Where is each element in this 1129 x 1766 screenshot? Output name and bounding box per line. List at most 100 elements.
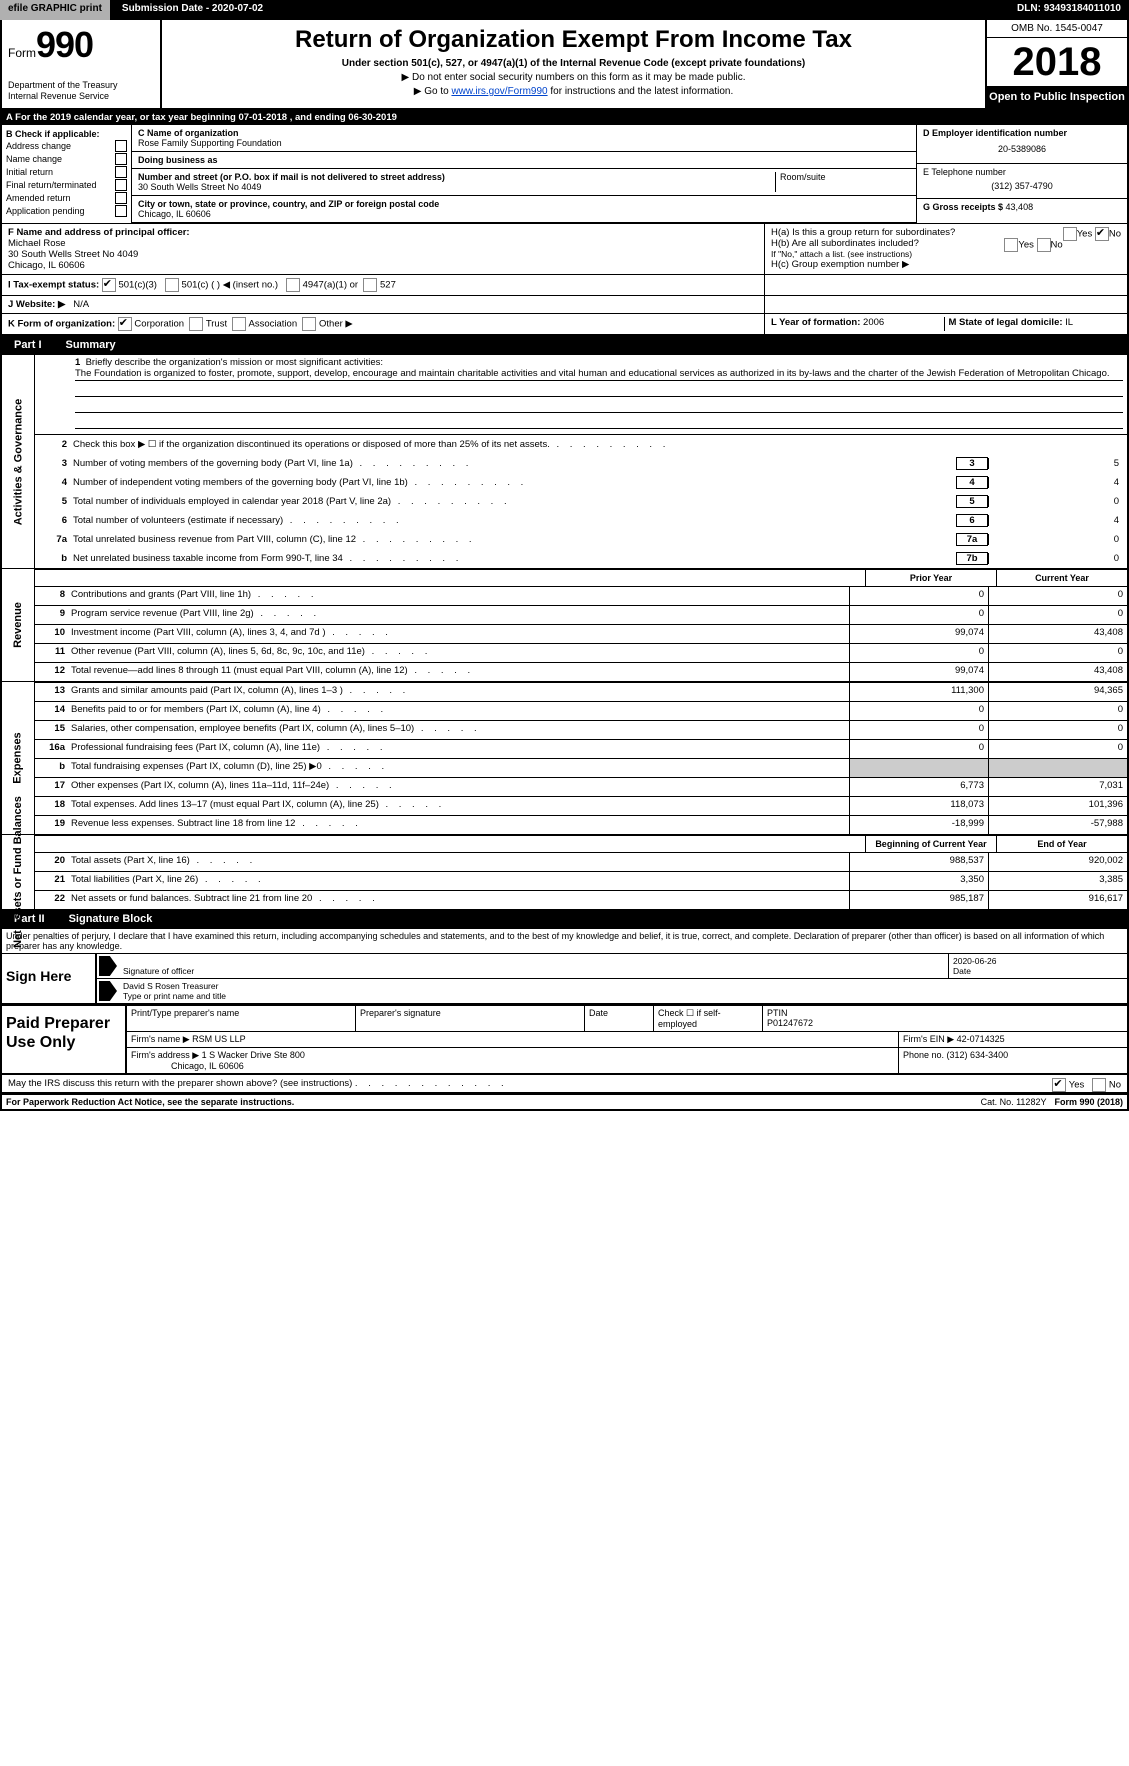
form-ref: Form 990 (2018) [1050,1095,1127,1109]
checkbox-discuss-yes[interactable] [1052,1078,1066,1092]
self-employed-check[interactable]: Check ☐ if self-employed [654,1006,763,1031]
data-row: 9 Program service revenue (Part VIII, li… [35,605,1127,624]
data-row: 22 Net assets or fund balances. Subtract… [35,890,1127,909]
year-formation: 2006 [863,317,884,328]
note-ssn: ▶ Do not enter social security numbers o… [168,72,979,83]
data-row: 13 Grants and similar amounts paid (Part… [35,682,1127,701]
room-suite: Room/suite [775,172,910,192]
data-row: 8 Contributions and grants (Part VIII, l… [35,586,1127,605]
data-row: 16a Professional fundraising fees (Part … [35,739,1127,758]
checkbox-name-change[interactable] [115,153,127,165]
firm-name: RSM US LLP [192,1034,246,1044]
checkbox-subs-no[interactable] [1037,238,1051,252]
signature-block: Under penalties of perjury, I declare th… [0,929,1129,1004]
checkbox-501c3[interactable] [102,278,116,292]
firm-phone: (312) 634-3400 [947,1050,1009,1060]
gov-line: 3Number of voting members of the governi… [35,454,1127,473]
cat-no: Cat. No. 11282Y [977,1095,1051,1109]
topbar: efile GRAPHIC print Submission Date - 20… [0,0,1129,20]
gross-receipts: 43,408 [1006,202,1034,212]
col-c: C Name of organization Rose Family Suppo… [132,125,916,223]
officer-name: Michael Rose [8,238,66,249]
col-current: Current Year [996,570,1127,586]
checkbox-trust[interactable] [189,317,203,331]
header-block: B Check if applicable: Address change Na… [0,125,1129,223]
sign-here: Sign Here [2,954,97,1003]
checkbox-4947[interactable] [286,278,300,292]
checkbox-527[interactable] [363,278,377,292]
data-row: 12 Total revenue—add lines 8 through 11 … [35,662,1127,681]
checkbox-501c[interactable] [165,278,179,292]
checkbox-other[interactable] [302,317,316,331]
checkbox-corp[interactable] [118,317,132,331]
form-subtitle: Under section 501(c), 527, or 4947(a)(1)… [168,58,979,69]
tax-exempt-status: I Tax-exempt status: 501(c)(3) 501(c) ( … [2,275,765,295]
firm-address: 1 S Wacker Drive Ste 800 [202,1050,305,1060]
penalty-text: Under penalties of perjury, I declare th… [2,929,1127,953]
data-row: b Total fundraising expenses (Part IX, c… [35,758,1127,777]
ptin: P01247672 [767,1018,813,1028]
section-expenses: Expenses 13 Grants and similar amounts p… [0,682,1129,835]
checkbox-assoc[interactable] [232,317,246,331]
col-begin: Beginning of Current Year [865,836,996,852]
form-title: Return of Organization Exempt From Incom… [168,26,979,54]
form-label: Form [8,46,36,60]
street: 30 South Wells Street No 4049 [138,182,775,192]
efile-tag: efile GRAPHIC print [0,0,110,20]
checkbox-final-return[interactable] [115,179,127,191]
data-row: 17 Other expenses (Part IX, column (A), … [35,777,1127,796]
state-domicile: IL [1065,317,1073,328]
col-prior: Prior Year [865,570,996,586]
data-row: 15 Salaries, other compensation, employe… [35,720,1127,739]
form-990-page: efile GRAPHIC print Submission Date - 20… [0,0,1129,1111]
data-row: 20 Total assets (Part X, line 16) . . . … [35,852,1127,871]
data-row: 14 Benefits paid to or for members (Part… [35,701,1127,720]
gov-line: 7aTotal unrelated business revenue from … [35,530,1127,549]
tax-year: 2018 [987,38,1127,86]
checkbox-address-change[interactable] [115,140,127,152]
section-governance: Activities & Governance 1 Briefly descri… [0,355,1129,569]
section-revenue: Revenue Prior Year Current Year 8 Contri… [0,569,1129,682]
data-row: 21 Total liabilities (Part X, line 26) .… [35,871,1127,890]
checkbox-group-yes[interactable] [1063,227,1077,241]
gov-line: 4Number of independent voting members of… [35,473,1127,492]
checkbox-initial-return[interactable] [115,166,127,178]
website: N/A [73,299,89,310]
data-row: 10 Investment income (Part VIII, column … [35,624,1127,643]
sign-date: 2020-06-26 [953,956,996,966]
part-ii-bar: Part II Signature Block [0,910,1129,929]
omb-number: OMB No. 1545-0047 [987,20,1127,38]
gov-line: 6Total number of volunteers (estimate if… [35,511,1127,530]
ein: 20-5389086 [923,138,1121,160]
col-d: D Employer identification number 20-5389… [916,125,1127,223]
note-link: ▶ Go to www.irs.gov/Form990 for instruct… [168,86,979,97]
checkbox-subs-yes[interactable] [1004,238,1018,252]
fgh-block: F Name and address of principal officer:… [0,223,1129,336]
group-exemption: H(c) Group exemption number ▶ [771,259,1121,270]
checkbox-group-no[interactable] [1095,227,1109,241]
part-i-bar: Part I Summary [0,336,1129,355]
col-end: End of Year [996,836,1127,852]
discuss-line: May the IRS discuss this return with the… [0,1075,1129,1094]
paid-preparer: Paid Preparer Use Only Print/Type prepar… [0,1004,1129,1075]
irs-link[interactable]: www.irs.gov/Form990 [451,86,547,97]
gov-line: 5Total number of individuals employed in… [35,492,1127,511]
checkbox-amended[interactable] [115,192,127,204]
open-public: Open to Public Inspection [987,86,1127,108]
firm-ein: 42-0714325 [957,1034,1005,1044]
gov-line: bNet unrelated business taxable income f… [35,549,1127,568]
checkbox-pending[interactable] [115,205,127,217]
data-row: 19 Revenue less expenses. Subtract line … [35,815,1127,834]
col-b: B Check if applicable: Address change Na… [2,125,132,223]
dept-label: Department of the Treasury Internal Reve… [8,80,154,102]
line-a: A For the 2019 calendar year, or tax yea… [0,110,1129,125]
checkbox-discuss-no[interactable] [1092,1078,1106,1092]
arrow-icon [99,981,117,1001]
signer-name: David S Rosen Treasurer [123,981,218,991]
mission-text: The Foundation is organized to foster, p… [75,368,1123,381]
footer: For Paperwork Reduction Act Notice, see … [0,1094,1129,1111]
telephone: (312) 357-4790 [923,177,1121,195]
gov-line: 2Check this box ▶ ☐ if the organization … [35,435,1127,454]
form-header: Form990 Department of the Treasury Inter… [0,20,1129,110]
org-name: Rose Family Supporting Foundation [138,138,910,148]
